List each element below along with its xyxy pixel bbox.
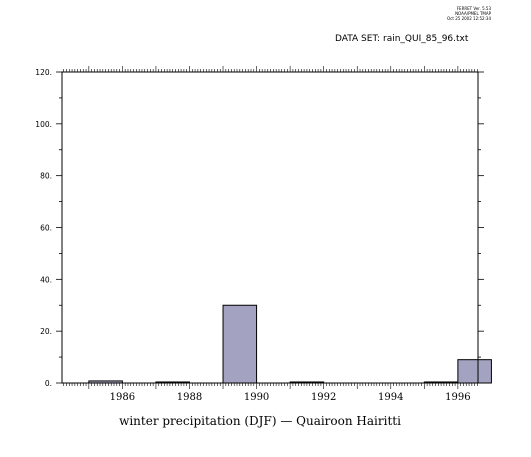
x-tick-label: 1988 bbox=[177, 392, 202, 403]
bar-1989 bbox=[222, 304, 258, 384]
x-tick-label: 1986 bbox=[110, 392, 135, 403]
dataset-key: DATA SET: bbox=[335, 34, 380, 44]
ferret-stamp: FERRET Ver. 5.53 NOAA/PMEL TMAP Oct 25 2… bbox=[401, 6, 491, 21]
y-tick-label: 100. bbox=[35, 120, 52, 129]
stamp-line-3: Oct 25 2002 12:52:34 bbox=[447, 16, 491, 21]
x-axis-caption: winter precipitation (DJF) — Quairoon Ha… bbox=[119, 414, 401, 428]
x-tick-label: 1996 bbox=[445, 392, 470, 403]
x-tick-label: 1994 bbox=[378, 392, 403, 403]
y-tick-label: 80. bbox=[40, 172, 52, 181]
x-tick-labels: 1986 1988 1990 1992 1994 1996 bbox=[110, 392, 471, 403]
bar-1996 bbox=[457, 359, 492, 384]
y-tick-label: 40. bbox=[40, 275, 52, 284]
y-tick-label: 20. bbox=[40, 327, 52, 336]
stamp-line-2: NOAA/PMEL TMAP bbox=[455, 11, 491, 16]
ticks-group bbox=[56, 66, 484, 389]
plot-frame bbox=[61, 71, 479, 384]
stamp-line-1: FERRET Ver. 5.53 bbox=[456, 6, 491, 11]
bars-group bbox=[88, 304, 492, 384]
x-tick-label: 1992 bbox=[311, 392, 336, 403]
x-tick-label: 1990 bbox=[244, 392, 269, 403]
y-tick-label: 120. bbox=[35, 68, 52, 77]
y-tick-labels: 0. 20. 40. 60. 80. 100. 120. bbox=[35, 68, 52, 388]
y-tick-label: 60. bbox=[40, 224, 52, 233]
dataset-label: DATA SET: rain_QUI_85_96.txt bbox=[335, 34, 471, 44]
y-tick-label: 0. bbox=[45, 379, 52, 388]
dataset-value: rain_QUI_85_96.txt bbox=[383, 34, 469, 44]
